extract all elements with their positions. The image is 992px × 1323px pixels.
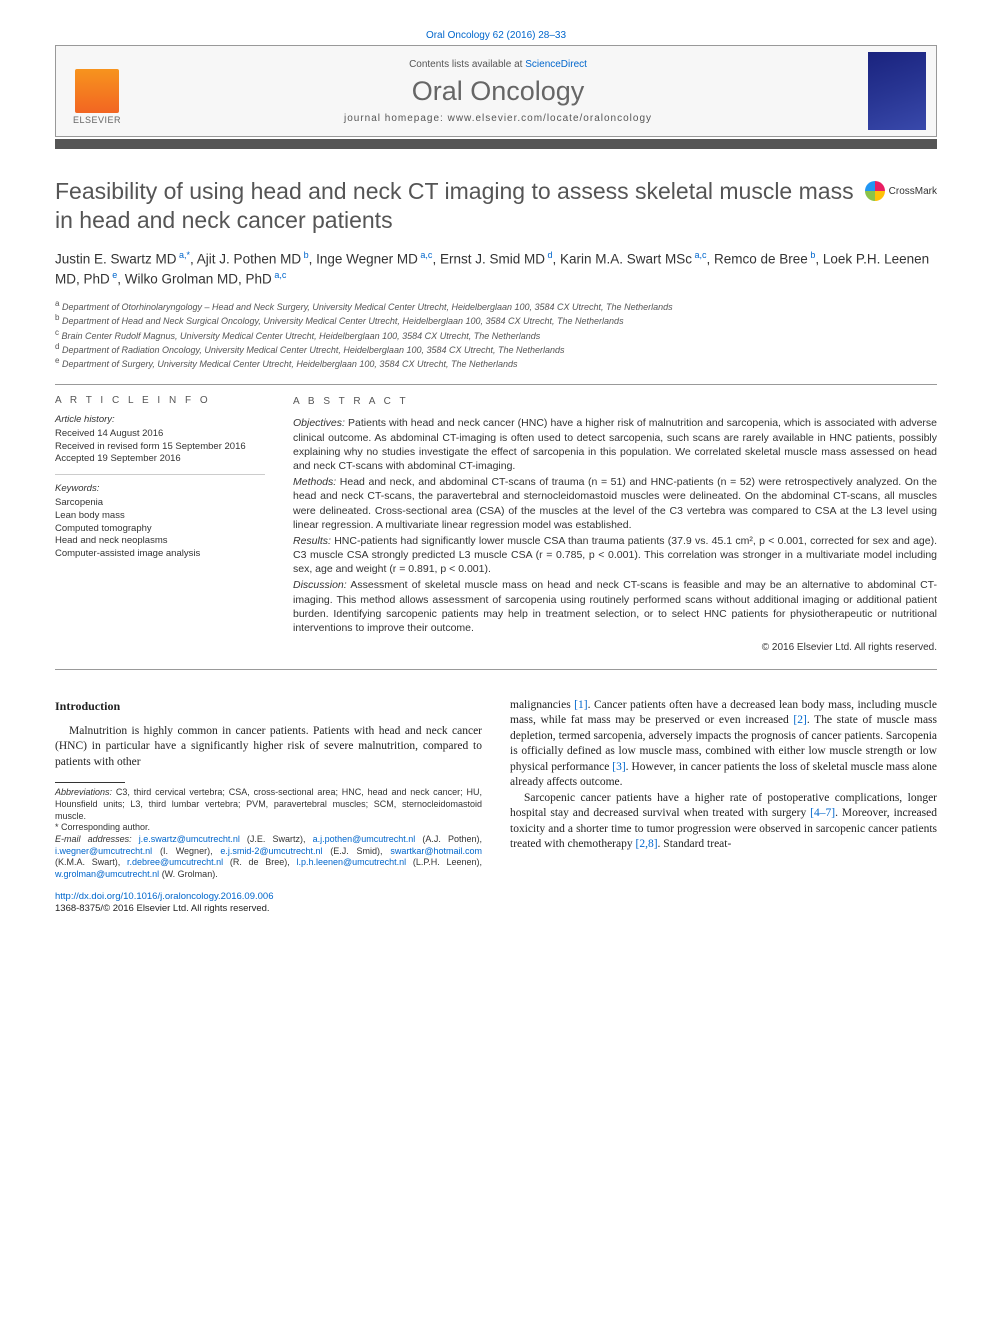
keyword: Sarcopenia <box>55 497 265 510</box>
authors-list: Justin E. Swartz MD a,*, Ajit J. Pothen … <box>55 249 937 290</box>
contents-prefix: Contents lists available at <box>409 59 525 70</box>
abstract-section: Results: HNC-patients had significantly … <box>293 534 937 577</box>
keywords-list: SarcopeniaLean body massComputed tomogra… <box>55 497 265 561</box>
intro-paragraph-right-1: malignancies [1]. Cancer patients often … <box>510 698 937 791</box>
abstract-label: A B S T R A C T <box>293 395 937 409</box>
history-line: Received in revised form 15 September 20… <box>55 441 265 454</box>
abstract-section: Methods: Head and neck, and abdominal CT… <box>293 475 937 532</box>
journal-name: Oral Oncology <box>128 76 868 107</box>
affiliation-line: d Department of Radiation Oncology, Univ… <box>55 342 937 356</box>
journal-cover-thumb <box>868 52 926 130</box>
affiliation-line: e Department of Surgery, University Medi… <box>55 356 937 370</box>
keyword: Computer-assisted image analysis <box>55 548 265 561</box>
homepage-line: journal homepage: www.elsevier.com/locat… <box>128 113 868 124</box>
crossmark-badge[interactable]: CrossMark <box>865 181 937 201</box>
divider-top <box>55 384 937 385</box>
intro-paragraph-left: Malnutrition is highly common in cancer … <box>55 724 482 771</box>
issn-copyright: 1368-8375/© 2016 Elsevier Ltd. All right… <box>55 903 482 915</box>
article-history-head: Article history: <box>55 414 265 427</box>
affiliation-line: c Brain Center Rudolf Magnus, University… <box>55 328 937 342</box>
publisher-name: ELSEVIER <box>73 115 121 125</box>
header-rule-bar <box>55 139 937 149</box>
divider-bottom <box>55 669 937 670</box>
abstract-body: Objectives: Patients with head and neck … <box>293 416 937 635</box>
crossmark-label: CrossMark <box>889 186 937 197</box>
email-head: E-mail addresses: <box>55 834 132 844</box>
homepage-prefix: journal homepage: <box>344 113 448 124</box>
keyword: Computed tomography <box>55 523 265 536</box>
doi-link[interactable]: http://dx.doi.org/10.1016/j.oraloncology… <box>55 891 482 903</box>
keyword: Lean body mass <box>55 510 265 523</box>
contents-line: Contents lists available at ScienceDirec… <box>128 59 868 70</box>
elsevier-tree-icon <box>75 69 119 113</box>
footnote-rule <box>55 782 125 783</box>
corresponding-author: * Corresponding author. <box>55 822 482 834</box>
homepage-url[interactable]: www.elsevier.com/locate/oraloncology <box>448 113 652 124</box>
footnotes-block: Abbreviations: C3, third cervical verteb… <box>55 787 482 881</box>
history-line: Received 14 August 2016 <box>55 428 265 441</box>
keyword: Head and neck neoplasms <box>55 535 265 548</box>
affiliation-line: b Department of Head and Neck Surgical O… <box>55 313 937 327</box>
affiliations-block: a Department of Otorhinolaryngology – He… <box>55 299 937 370</box>
abbreviations: Abbreviations: C3, third cervical verteb… <box>55 787 482 822</box>
sciencedirect-link[interactable]: ScienceDirect <box>525 59 587 70</box>
article-history: Received 14 August 2016Received in revis… <box>55 428 265 466</box>
abstract-section: Objectives: Patients with head and neck … <box>293 416 937 473</box>
elsevier-logo: ELSEVIER <box>66 57 128 125</box>
abstract-copyright: © 2016 Elsevier Ltd. All rights reserved… <box>293 641 937 655</box>
article-info-label: A R T I C L E I N F O <box>55 395 265 406</box>
doi-block: http://dx.doi.org/10.1016/j.oraloncology… <box>55 891 482 916</box>
abstract-section: Discussion: Assessment of skeletal muscl… <box>293 578 937 635</box>
citation-top: Oral Oncology 62 (2016) 28–33 <box>55 30 937 41</box>
abbrev-body: C3, third cervical vertebra; CSA, cross-… <box>55 787 482 820</box>
history-line: Accepted 19 September 2016 <box>55 453 265 466</box>
article-title: Feasibility of using head and neck CT im… <box>55 177 857 235</box>
abbrev-head: Abbreviations: <box>55 787 112 797</box>
keywords-head: Keywords: <box>55 483 265 496</box>
intro-paragraph-right-2: Sarcopenic cancer patients have a higher… <box>510 791 937 853</box>
affiliation-line: a Department of Otorhinolaryngology – He… <box>55 299 937 313</box>
info-divider <box>55 474 265 475</box>
crossmark-icon <box>865 181 885 201</box>
journal-header-box: ELSEVIER Contents lists available at Sci… <box>55 45 937 137</box>
email-addresses: E-mail addresses: j.e.swartz@umcutrecht.… <box>55 834 482 881</box>
intro-heading: Introduction <box>55 698 482 714</box>
